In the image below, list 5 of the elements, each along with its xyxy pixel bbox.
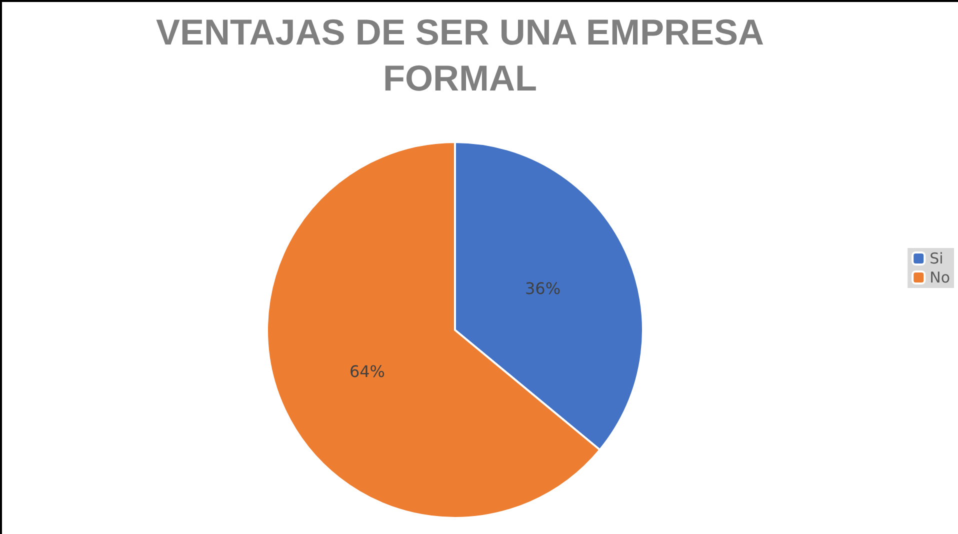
legend-label: Si (930, 250, 944, 268)
data-label: 64% (349, 362, 386, 381)
data-label: 36% (524, 279, 561, 298)
legend-label: No (930, 268, 950, 286)
chart-title: VENTAJAS DE SER UNA EMPRESA FORMAL (156, 12, 764, 98)
